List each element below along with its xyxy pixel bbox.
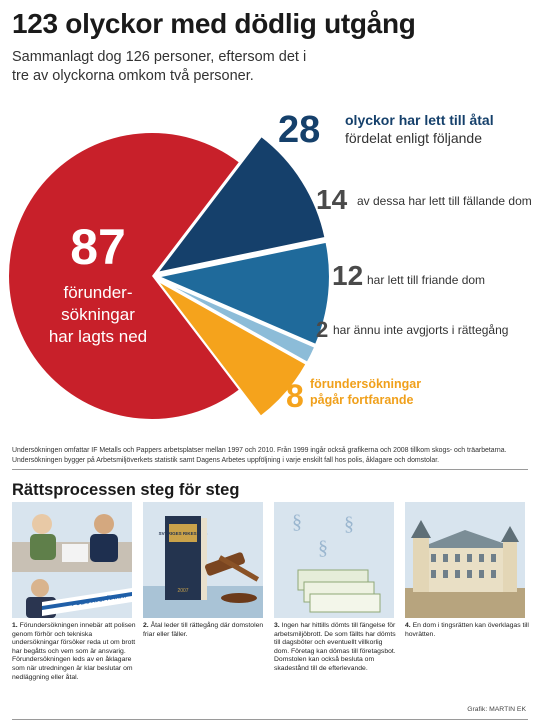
page-subtitle: Sammanlagt dog 126 personer, eftersom de… [12, 49, 307, 84]
paragraph-icon: § [344, 513, 354, 535]
pie-slice-red [8, 133, 239, 419]
label-12-number: 12 [332, 260, 363, 291]
label-14-number: 14 [316, 184, 348, 215]
big-text-label: förunder-sökningar har lagts ned [49, 283, 147, 346]
illustration-money: § § § [274, 502, 394, 618]
pie-slice-4 [155, 279, 308, 419]
big-text-line: sökningar [61, 305, 135, 324]
label-28-number: 28 [278, 109, 320, 151]
label-28-text-b: fördelat enligt följande [345, 130, 482, 146]
illustration-courthouse [405, 502, 525, 618]
graphics-credit: Grafik: MARTIN EK [467, 706, 526, 713]
paragraph-icon: § [292, 511, 302, 533]
pie-chart: 87 förunder-sökningar har lagts ned 28 ol… [8, 109, 532, 419]
label-8-text-b: pågår fortfarande [310, 393, 414, 407]
label-8-number: 8 [286, 378, 304, 414]
step-4-text: 4. En dom i tingsrätten kan överklagas t… [405, 622, 529, 638]
page-title: 123 olyckor med dödlig utgång [12, 8, 416, 39]
label-2-text: har ännu inte avgjorts i rättegång [333, 323, 508, 337]
pie-slice-3 [156, 277, 317, 365]
step-3-text: 3. Ingen har hittills dömts till fängels… [274, 622, 396, 672]
illustration-law-book: SVERIGES RIKES LAG 2007 [143, 502, 263, 618]
book-spine-text: SVERIGES RIKES LAG [159, 531, 208, 536]
big-number-label: 87 [70, 219, 126, 275]
step-2-text: 2. Åtal leder till rättegång där domstol… [143, 622, 264, 638]
pie-slice-1 [154, 134, 327, 275]
divider-top [12, 469, 528, 470]
label-2-number: 2 [316, 317, 328, 342]
big-text-line: förunder- [64, 283, 133, 302]
label-12-text: har lett till friande dom [367, 273, 485, 287]
book-year-text: 2007 [177, 588, 188, 594]
label-14-text: av dessa har lett till fällande dom [357, 194, 532, 208]
label-28-text-a: olyckor har lett till åtal [345, 112, 494, 128]
label-8-text-a: förundersökningar [310, 377, 421, 391]
paragraph-icon: § [318, 537, 328, 559]
pie-slice-2 [154, 240, 331, 347]
step-1-text: 1. Förundersökningen innebär att polisen… [12, 622, 136, 681]
methodology-note: Undersökningen omfattar IF Metalls och P… [12, 447, 507, 464]
illustration-police: POLIS AVSPÄRRAT [12, 502, 132, 618]
divider-bottom [12, 719, 528, 720]
big-text-line: har lagts ned [49, 327, 147, 346]
section-title: Rättsprocessen steg för steg [12, 481, 240, 499]
